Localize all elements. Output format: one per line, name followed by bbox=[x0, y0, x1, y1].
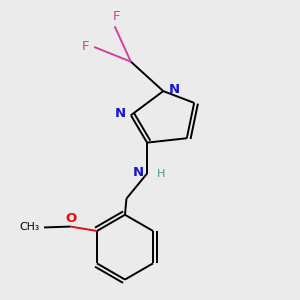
Text: N: N bbox=[169, 83, 180, 96]
Text: O: O bbox=[65, 212, 76, 225]
Text: N: N bbox=[133, 166, 144, 178]
Text: N: N bbox=[114, 107, 126, 120]
Text: H: H bbox=[158, 169, 166, 178]
Text: F: F bbox=[112, 10, 120, 23]
Text: F: F bbox=[82, 40, 90, 53]
Text: CH₃: CH₃ bbox=[20, 222, 40, 232]
